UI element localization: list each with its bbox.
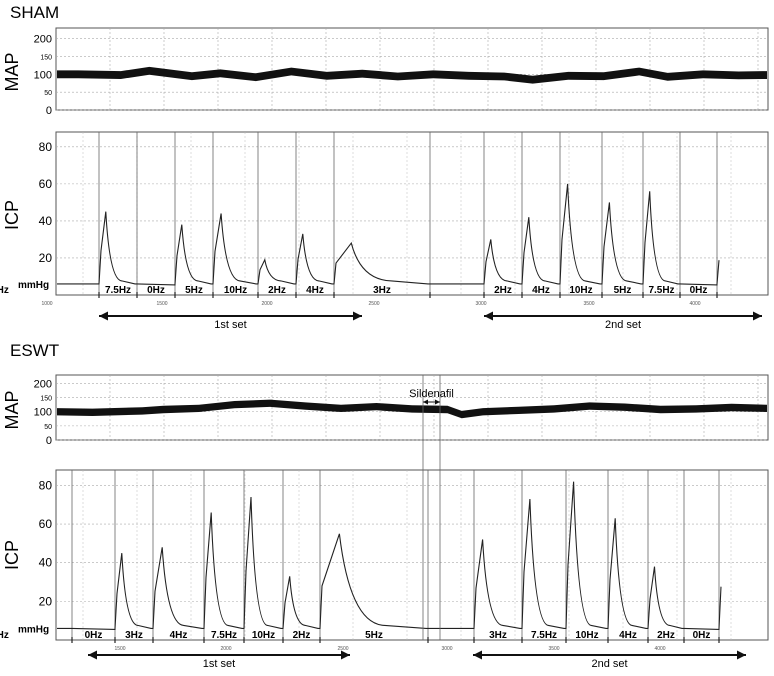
stimulation-label: 3Hz <box>0 285 9 296</box>
set-label: 1st set <box>203 658 235 670</box>
y-tick-label: 60 <box>39 177 53 191</box>
icp-frame <box>55 131 769 296</box>
stimulation-label: 3Hz <box>125 630 143 641</box>
set-label: 2nd set <box>591 658 627 670</box>
y-tick-label: 20 <box>39 251 53 265</box>
x-tick-label: 4000 <box>689 301 700 307</box>
icp-trace <box>57 481 722 630</box>
x-tick-label: 3000 <box>475 301 486 307</box>
x-tick-label: 2500 <box>337 646 348 652</box>
stimulation-label: 7.5Hz <box>211 630 237 641</box>
y-axis-label: MAP <box>2 52 22 91</box>
y-tick-label: 20 <box>39 594 53 608</box>
y-tick-label: 150 <box>40 396 52 403</box>
set-label: 2nd set <box>605 319 641 331</box>
y-axis-label: MAP <box>2 390 22 429</box>
y-axis-label: ICP <box>2 200 22 230</box>
stimulation-label: 2Hz <box>494 285 512 296</box>
stimulation-label: 3Hz <box>373 285 391 296</box>
stimulation-label: 2Hz <box>293 630 311 641</box>
stimulation-label: 2Hz <box>268 285 286 296</box>
map-trace <box>57 66 767 84</box>
stimulation-label: 0Hz <box>693 630 711 641</box>
y-tick-label: 40 <box>39 214 53 228</box>
y-tick-label: 80 <box>39 478 53 492</box>
x-tick-label: 2500 <box>368 301 379 307</box>
stimulation-label: 2Hz <box>657 630 675 641</box>
y-tick-label: 40 <box>39 556 53 570</box>
map-panel-2: 0 50 100 150 200 MAP ESWT <box>2 341 769 447</box>
sildenafil-label: Sildenafil <box>409 388 454 400</box>
panel-title: ESWT <box>10 341 59 360</box>
stimulation-label: 4Hz <box>532 285 550 296</box>
unit-label: mmHg <box>18 280 49 291</box>
stimulation-label: 0Hz <box>147 285 165 296</box>
stimulation-label: 7.5Hz <box>648 285 674 296</box>
x-tick-label: 2000 <box>261 301 272 307</box>
y-tick-label: 0 <box>46 435 52 447</box>
x-tick-label: 3500 <box>548 646 559 652</box>
y-tick-label: 100 <box>34 69 52 81</box>
x-tick-label: 4000 <box>654 646 665 652</box>
y-tick-label: 80 <box>39 140 53 154</box>
stimulation-label: 10Hz <box>569 285 592 296</box>
map-panel-0: 0 50 100 150 200 MAP SHAM <box>2 3 769 117</box>
stimulation-label: 5Hz <box>614 285 632 296</box>
y-tick-label: 100 <box>34 407 52 419</box>
stimulation-label: 7.5Hz <box>531 630 557 641</box>
y-tick-label: 150 <box>40 55 52 62</box>
stimulation-label: 4Hz <box>170 630 188 641</box>
stimulation-label: 4Hz <box>306 285 324 296</box>
stimulation-label: 10Hz <box>224 285 247 296</box>
unit-label: mmHg <box>18 624 49 635</box>
y-tick-label: 60 <box>39 517 53 531</box>
map-frame <box>55 27 769 111</box>
stimulation-label: 5Hz <box>0 630 9 641</box>
icp-panel-1: 20 40 60 80 ICP mmHg 7.5Hz 0Hz 5Hz 10Hz 2Hz 4Hz 3Hz 2… <box>0 131 769 331</box>
stimulation-label: 10Hz <box>575 630 598 641</box>
stimulation-label: 4Hz <box>619 630 637 641</box>
set-label: 1st set <box>214 319 246 331</box>
y-tick-label: 50 <box>44 90 52 97</box>
y-axis-label: ICP <box>2 540 22 570</box>
y-tick-label: 50 <box>44 424 52 431</box>
y-tick-label: 200 <box>34 34 52 46</box>
icp-panel-3: 20 40 60 80 ICP mmHg 0Hz 3Hz 4Hz 7.5Hz 10Hz 2Hz 5Hz 3… <box>0 469 769 670</box>
stimulation-label: 10Hz <box>252 630 275 641</box>
panel-title: SHAM <box>10 3 59 22</box>
x-tick-label: 1500 <box>114 646 125 652</box>
x-tick-label: 3500 <box>583 301 594 307</box>
y-tick-label: 200 <box>34 378 52 390</box>
stimulation-label: 5Hz <box>365 630 383 641</box>
x-tick-label: 1000 <box>41 301 52 307</box>
y-tick-label: 0 <box>46 105 52 117</box>
x-tick-label: 1500 <box>156 301 167 307</box>
map-trace <box>57 399 767 419</box>
stimulation-label: 5Hz <box>185 285 203 296</box>
stimulation-label: 0Hz <box>690 285 708 296</box>
stimulation-label: 3Hz <box>489 630 507 641</box>
x-tick-label: 3000 <box>441 646 452 652</box>
stimulation-label: 0Hz <box>85 630 103 641</box>
x-tick-label: 2000 <box>220 646 231 652</box>
stimulation-label: 7.5Hz <box>105 285 131 296</box>
icp-trace <box>57 183 720 286</box>
